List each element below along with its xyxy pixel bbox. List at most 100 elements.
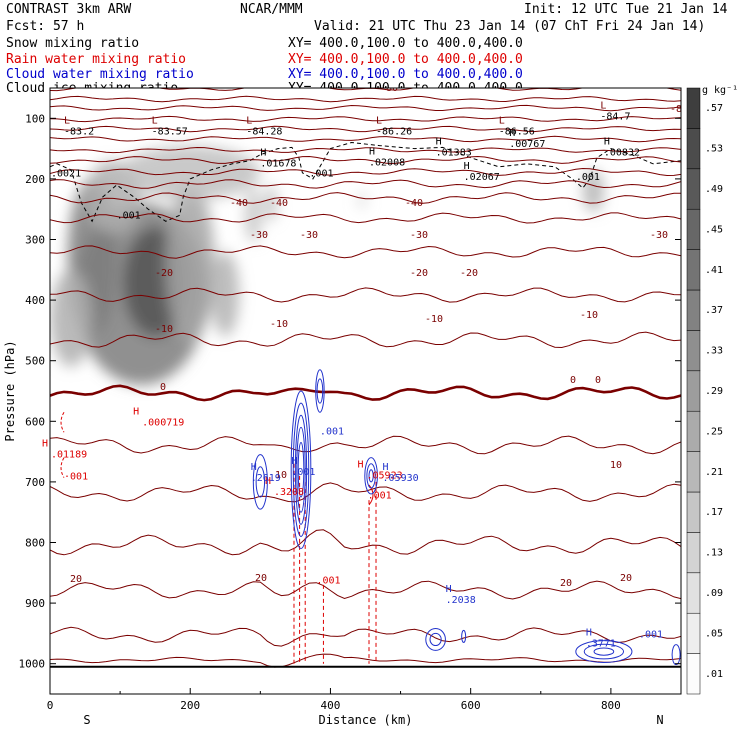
low-value: -84.28 bbox=[246, 126, 282, 137]
temperature-contour bbox=[50, 192, 681, 204]
snow-mixing-blob bbox=[244, 187, 262, 243]
temperature-label: -20 bbox=[155, 268, 173, 279]
colorbar-label: .29 bbox=[705, 386, 723, 397]
colorbar-swatch bbox=[686, 612, 701, 654]
snow-mixing-blob bbox=[50, 269, 93, 367]
plot-frame bbox=[49, 87, 682, 695]
cloud-water-contour bbox=[425, 628, 446, 651]
cloud-contour-label: .001 bbox=[320, 427, 344, 438]
north-label: N bbox=[656, 713, 663, 727]
colorbar-units: g kg⁻¹ bbox=[702, 85, 738, 96]
chart-title: CONTRAST 3km ARW bbox=[6, 2, 132, 17]
cloud-water-contour bbox=[294, 414, 308, 525]
temperature-label: -40 bbox=[700, 198, 718, 209]
colorbar-swatch bbox=[686, 289, 701, 331]
colorbar-label: .37 bbox=[705, 305, 723, 316]
ice-high-value: .02067 bbox=[464, 172, 500, 183]
colorbar-swatch bbox=[686, 249, 701, 291]
legend-field-label: Cloud water mixing ratio bbox=[6, 67, 194, 82]
cloud-high-value: .001 bbox=[291, 467, 315, 478]
temperature-label: -30 bbox=[300, 230, 318, 241]
colorbar-swatch bbox=[686, 168, 701, 210]
temperature-contour bbox=[50, 155, 681, 165]
ice-high-marker: H bbox=[369, 146, 375, 157]
temperature-contour bbox=[50, 104, 681, 112]
x-tick-label: 0 bbox=[47, 699, 54, 712]
temperature-contour bbox=[50, 135, 681, 143]
colorbar-label: .45 bbox=[705, 224, 723, 235]
rain-high-value: .01189 bbox=[51, 449, 87, 460]
temperature-label: 0 bbox=[570, 375, 576, 386]
cloud-high-value: .3771 bbox=[586, 639, 616, 650]
rain-contour-label: .001 bbox=[368, 490, 392, 501]
colorbar-label: .49 bbox=[705, 184, 723, 195]
cloud-high-marker: H bbox=[586, 628, 592, 639]
ice-high-marker: H bbox=[604, 137, 610, 148]
colorbar-swatch bbox=[686, 208, 701, 250]
colorbar-swatch bbox=[686, 87, 701, 129]
y-tick-label: 300 bbox=[25, 234, 45, 247]
legend-field-label: Snow mixing ratio bbox=[6, 36, 140, 51]
temperature-label: -10 bbox=[155, 324, 173, 335]
ice-high-value: .01383 bbox=[436, 148, 472, 159]
colorbar-label: .17 bbox=[705, 507, 723, 518]
colorbar-swatch bbox=[686, 491, 701, 533]
low-marker: L bbox=[600, 100, 606, 111]
temperature-label: 10 bbox=[610, 460, 622, 471]
x-axis-title: Distance (km) bbox=[319, 713, 413, 727]
cloud-water-contour bbox=[575, 640, 633, 663]
colorbar-label: .41 bbox=[705, 265, 723, 276]
temperature-contour bbox=[50, 384, 681, 402]
low-value: -83.57 bbox=[152, 126, 188, 137]
cloud-water-contour bbox=[461, 629, 467, 643]
temperature-contour bbox=[50, 212, 681, 224]
x-tick-label: 200 bbox=[180, 699, 200, 712]
legend-field-xy: XY= 400.0,100.0 to 400.0,400.0 bbox=[288, 52, 523, 67]
temperature-label: 10 bbox=[275, 470, 287, 481]
colorbar-swatch bbox=[686, 410, 701, 452]
temperature-contour bbox=[50, 179, 681, 189]
rain-contour-label: ·001 bbox=[64, 471, 88, 482]
ice-contour-label: .0021 bbox=[51, 168, 81, 179]
cloud-high-marker: H bbox=[446, 584, 452, 595]
temperature-contour bbox=[50, 287, 681, 303]
x-tick-label: 800 bbox=[601, 699, 621, 712]
cloud-water-contour bbox=[315, 369, 325, 413]
temperature-contour bbox=[50, 482, 681, 503]
y-tick-label: 900 bbox=[25, 597, 45, 610]
cloud-water-contour bbox=[366, 463, 376, 489]
legend-field-label: Rain water mixing ratio bbox=[6, 52, 187, 67]
temperature-label: -10 bbox=[270, 319, 288, 330]
temperature-label: 20 bbox=[560, 578, 572, 589]
snow-mixing-blob bbox=[357, 191, 367, 210]
temperature-contour bbox=[50, 580, 681, 600]
cloud-water-contour bbox=[583, 643, 625, 660]
colorbar-label: .33 bbox=[705, 346, 723, 357]
init-time: Init: 12 UTC Tue 21 Jan 14 bbox=[524, 2, 728, 17]
rain-contour bbox=[368, 484, 374, 506]
y-tick-label: 400 bbox=[25, 294, 45, 307]
temperature-contour bbox=[50, 435, 681, 455]
y-tick-label: 800 bbox=[25, 537, 45, 550]
cloud-water-contour bbox=[255, 466, 266, 498]
plot-content: -80 -80 -40 -40 -40 -40 -30 -30 -30 -30 -20 -20 -20 -… bbox=[50, 75, 718, 668]
temperature-contour bbox=[50, 75, 681, 82]
cloud-water-contour bbox=[252, 454, 268, 510]
temperature-label: 20 bbox=[70, 574, 82, 585]
legend-field-xy: XY= 400.0,100.0 to 400.0,400.0 bbox=[288, 67, 523, 82]
colorbar-swatch bbox=[686, 128, 701, 170]
low-marker: L bbox=[152, 115, 158, 126]
rain-contour bbox=[60, 411, 65, 433]
ice-high-value: .02008 bbox=[369, 157, 405, 168]
colorbar-swatch bbox=[686, 532, 701, 574]
y-tick-label: 100 bbox=[25, 112, 45, 125]
ice-high-value: .01678 bbox=[260, 159, 296, 170]
cloud-high-value: .2038 bbox=[446, 595, 476, 606]
y-tick-label: 200 bbox=[25, 173, 45, 186]
temperature-label: 20 bbox=[255, 573, 267, 584]
ice-contour-label: .001 bbox=[309, 168, 333, 179]
colorbar-label: .53 bbox=[705, 144, 723, 155]
temperature-label: 0 bbox=[595, 375, 601, 386]
temperature-label: -80 bbox=[670, 104, 688, 115]
